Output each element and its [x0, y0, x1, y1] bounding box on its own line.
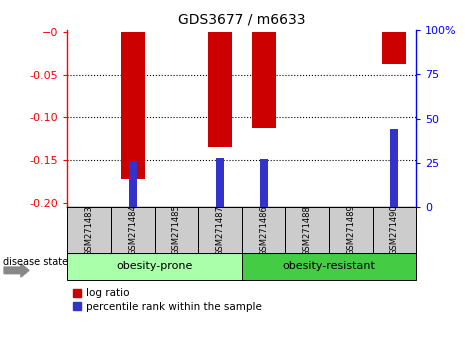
Text: GSM271486: GSM271486 [259, 205, 268, 256]
Bar [216, 158, 224, 207]
Text: obesity-prone: obesity-prone [116, 261, 193, 272]
Text: GSM271483: GSM271483 [85, 205, 94, 256]
Text: GSM271488: GSM271488 [303, 205, 312, 256]
Bar [242, 253, 416, 280]
Bar [391, 129, 399, 207]
Bar [252, 32, 276, 129]
Bar [154, 207, 198, 253]
Text: obesity-resistant: obesity-resistant [283, 261, 375, 272]
FancyArrow shape [4, 264, 29, 277]
Bar [286, 207, 329, 253]
Text: GSM271487: GSM271487 [215, 205, 225, 256]
Bar [259, 159, 267, 207]
Text: GSM271489: GSM271489 [346, 205, 355, 256]
Text: GSM271490: GSM271490 [390, 205, 399, 256]
Bar [67, 253, 242, 280]
Bar [67, 207, 111, 253]
Bar [111, 207, 154, 253]
Bar [121, 32, 145, 179]
Bar [329, 207, 372, 253]
Bar [382, 32, 406, 64]
Bar [198, 207, 242, 253]
Text: GSM271484: GSM271484 [128, 205, 137, 256]
Title: GDS3677 / m6633: GDS3677 / m6633 [178, 12, 306, 26]
Text: disease state: disease state [3, 257, 68, 267]
Bar [129, 161, 137, 207]
Bar [208, 32, 232, 147]
Legend: log ratio, percentile rank within the sample: log ratio, percentile rank within the sa… [73, 289, 262, 312]
Bar [242, 207, 286, 253]
Bar [372, 207, 416, 253]
Text: GSM271485: GSM271485 [172, 205, 181, 256]
